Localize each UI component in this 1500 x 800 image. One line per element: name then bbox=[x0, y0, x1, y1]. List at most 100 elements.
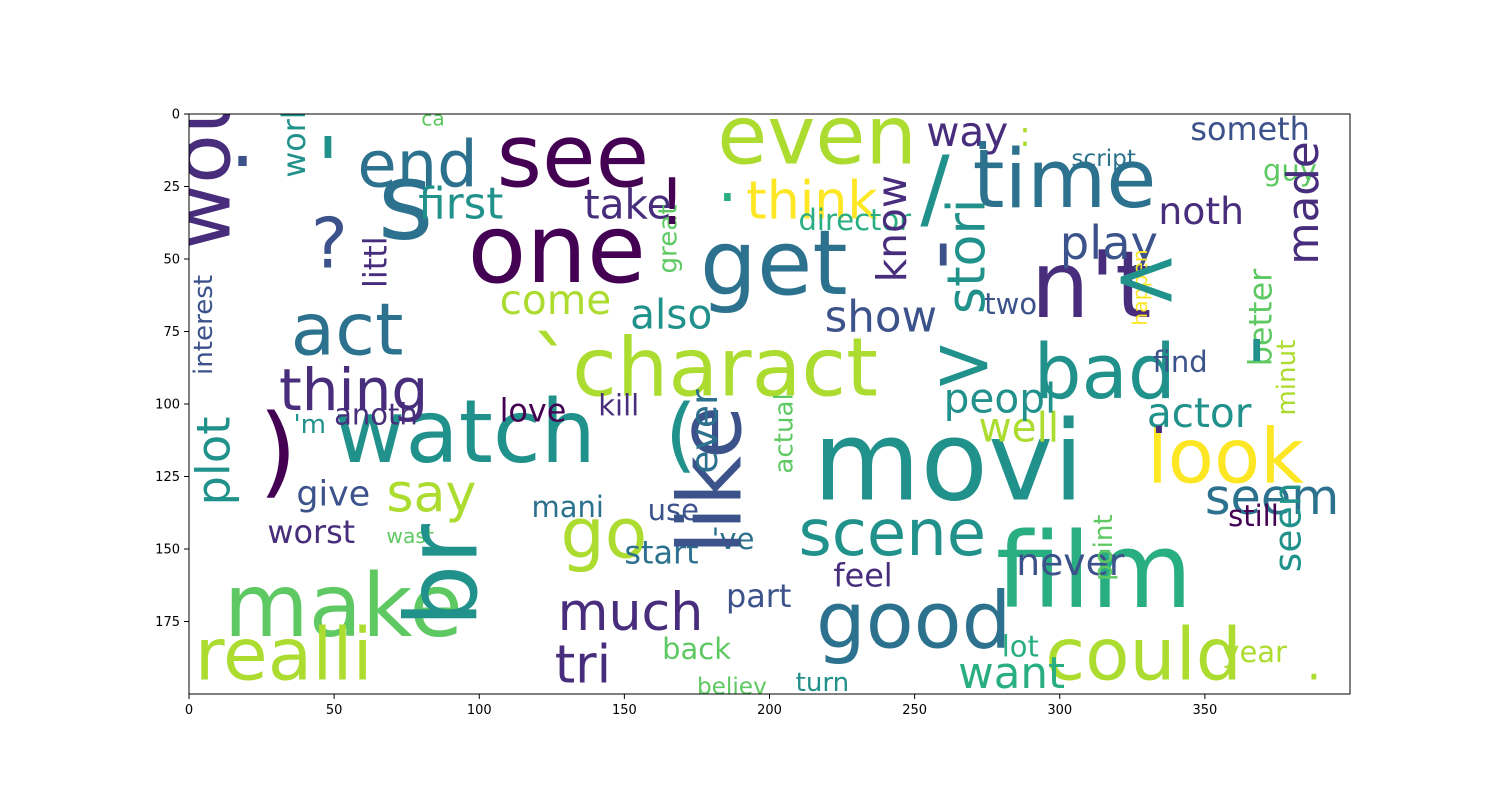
y-tick-label: 0 bbox=[172, 108, 180, 123]
word-cloud-word: year bbox=[1222, 635, 1287, 669]
y-tick-label: 100 bbox=[155, 398, 180, 413]
word-cloud-word: ! bbox=[659, 166, 685, 240]
word-cloud-word: still bbox=[1228, 499, 1279, 533]
word-cloud-word: end bbox=[357, 129, 477, 203]
word-cloud-word: feel bbox=[833, 557, 892, 595]
word-cloud-word: back bbox=[662, 632, 731, 666]
word-cloud-word: . bbox=[717, 143, 737, 217]
word-cloud-word: better bbox=[1242, 268, 1280, 366]
x-tick-label: 250 bbox=[902, 703, 927, 718]
word-cloud-word: : bbox=[1019, 115, 1031, 155]
word-cloud-word: go bbox=[561, 494, 648, 575]
word-cloud-word: believ bbox=[697, 673, 767, 700]
word-cloud-word: . bbox=[1306, 637, 1321, 691]
word-cloud-word: use bbox=[648, 493, 699, 527]
word-cloud-word: point bbox=[1089, 514, 1119, 581]
word-cloud-word: > bbox=[932, 320, 995, 408]
x-axis: 0 50 100 150 200 250 300 350 bbox=[185, 694, 1217, 718]
word-cloud-word: well bbox=[978, 404, 1059, 452]
y-axis: 0 25 50 75 100 125 150 175 bbox=[155, 108, 189, 630]
word-cloud-word: littl bbox=[356, 236, 394, 288]
word-cloud-word: two bbox=[984, 287, 1037, 321]
x-tick-label: 50 bbox=[326, 703, 343, 718]
word-cloud-word: mani bbox=[531, 490, 603, 524]
word-cloud-word: script bbox=[1071, 145, 1136, 172]
word-cloud-word: anoth bbox=[334, 397, 418, 431]
word-cloud-word: made bbox=[1279, 141, 1329, 264]
word-cloud-word: . bbox=[973, 91, 993, 165]
word-cloud-word: s bbox=[378, 140, 434, 265]
word-cloud-word: like bbox=[659, 405, 761, 554]
word-cloud-word: tri bbox=[555, 635, 611, 695]
word-cloud-word: good bbox=[816, 576, 1011, 667]
x-tick-label: 100 bbox=[467, 703, 492, 718]
word-cloud-word: stori bbox=[937, 199, 997, 315]
word-cloud-word: / bbox=[920, 137, 950, 239]
word-cloud-word: even bbox=[717, 89, 917, 183]
x-tick-label: 200 bbox=[757, 703, 782, 718]
word-cloud-word: someth bbox=[1190, 110, 1310, 148]
word-cloud-word: br bbox=[385, 524, 500, 628]
word-cloud-word: actor bbox=[1147, 389, 1252, 437]
word-cloud-word: kill bbox=[598, 389, 639, 423]
word-cloud-word: play bbox=[1060, 216, 1158, 270]
y-tick-label: 150 bbox=[155, 543, 180, 558]
word-cloud-word: could bbox=[1045, 614, 1242, 698]
word-cloud-word: film bbox=[996, 510, 1193, 632]
word-cloud-word: peopl bbox=[944, 375, 1057, 423]
word-cloud-word: ` bbox=[531, 321, 572, 415]
word-cloud-word: start bbox=[624, 534, 698, 572]
word-cloud-word: ? bbox=[311, 204, 348, 285]
plot-area bbox=[189, 114, 1350, 694]
word-cloud-word: plot bbox=[187, 417, 241, 506]
word-cloud-word: know bbox=[868, 175, 916, 282]
word-cloud-word: 've bbox=[711, 522, 754, 556]
word-cloud-word: see bbox=[497, 106, 650, 208]
word-cloud-word: . bbox=[230, 92, 256, 186]
word-cloud-word: one bbox=[468, 193, 646, 305]
word-cloud-word: movi bbox=[813, 399, 1084, 527]
word-cloud-word: bad bbox=[1034, 328, 1176, 416]
word-cloud-word: happen bbox=[1128, 249, 1152, 325]
word-cloud-word: < bbox=[1112, 231, 1180, 325]
word-cloud-word: get bbox=[700, 211, 848, 316]
word-cloud-word: charact bbox=[572, 321, 878, 415]
word-cloud-word: work bbox=[275, 100, 313, 178]
word-cloud-word: n't bbox=[1031, 231, 1152, 339]
word-cloud-word: . bbox=[1156, 660, 1171, 714]
word-cloud-word: first bbox=[418, 179, 503, 229]
word-cloud-word: ca bbox=[421, 107, 445, 131]
word-cloud-word: ' bbox=[932, 229, 954, 323]
word-cloud-word: turn bbox=[796, 668, 850, 698]
word-cloud-word: show bbox=[825, 293, 937, 343]
word-cloud-word: ever bbox=[682, 389, 726, 474]
y-tick-label: 75 bbox=[163, 325, 180, 340]
word-cloud-word: come bbox=[500, 276, 612, 324]
word-cloud-word: say bbox=[386, 464, 476, 524]
word-cloud-word: seen bbox=[1266, 482, 1310, 572]
word-cloud-word: noth bbox=[1158, 189, 1244, 233]
word-cloud-word: ( bbox=[665, 388, 697, 482]
word-cloud-word: look bbox=[1147, 412, 1304, 500]
word-cloud-word: never bbox=[1016, 540, 1125, 584]
y-tick-label: 125 bbox=[155, 470, 180, 485]
x-tick-label: 350 bbox=[1192, 703, 1217, 718]
y-tick-label: 25 bbox=[163, 180, 180, 195]
word-cloud-word: time bbox=[973, 133, 1157, 227]
word-cloud-word: act bbox=[291, 289, 404, 373]
word-cloud-word: take bbox=[584, 180, 672, 228]
x-tick-label: 150 bbox=[612, 703, 637, 718]
word-cloud-word: ) bbox=[259, 394, 298, 509]
y-tick-label: 175 bbox=[155, 615, 180, 630]
word-cloud-word: 'm bbox=[293, 410, 326, 440]
word-cloud-word: wast bbox=[386, 524, 434, 548]
word-cloud-word: minut bbox=[1272, 340, 1302, 416]
word-cloud-word: ' bbox=[1246, 324, 1268, 418]
word-cloud-word: make bbox=[224, 555, 463, 657]
word-cloud-word: interest bbox=[189, 275, 219, 375]
word-cloud-word: want bbox=[958, 649, 1065, 699]
word-cloud-word: part bbox=[726, 577, 791, 615]
